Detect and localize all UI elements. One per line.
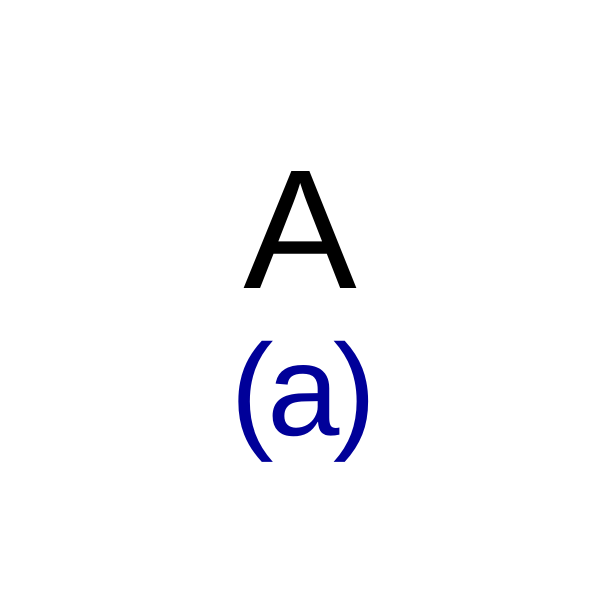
lowercase-letter-parenthesized: (a) [230, 325, 369, 455]
uppercase-letter: A [243, 145, 356, 315]
